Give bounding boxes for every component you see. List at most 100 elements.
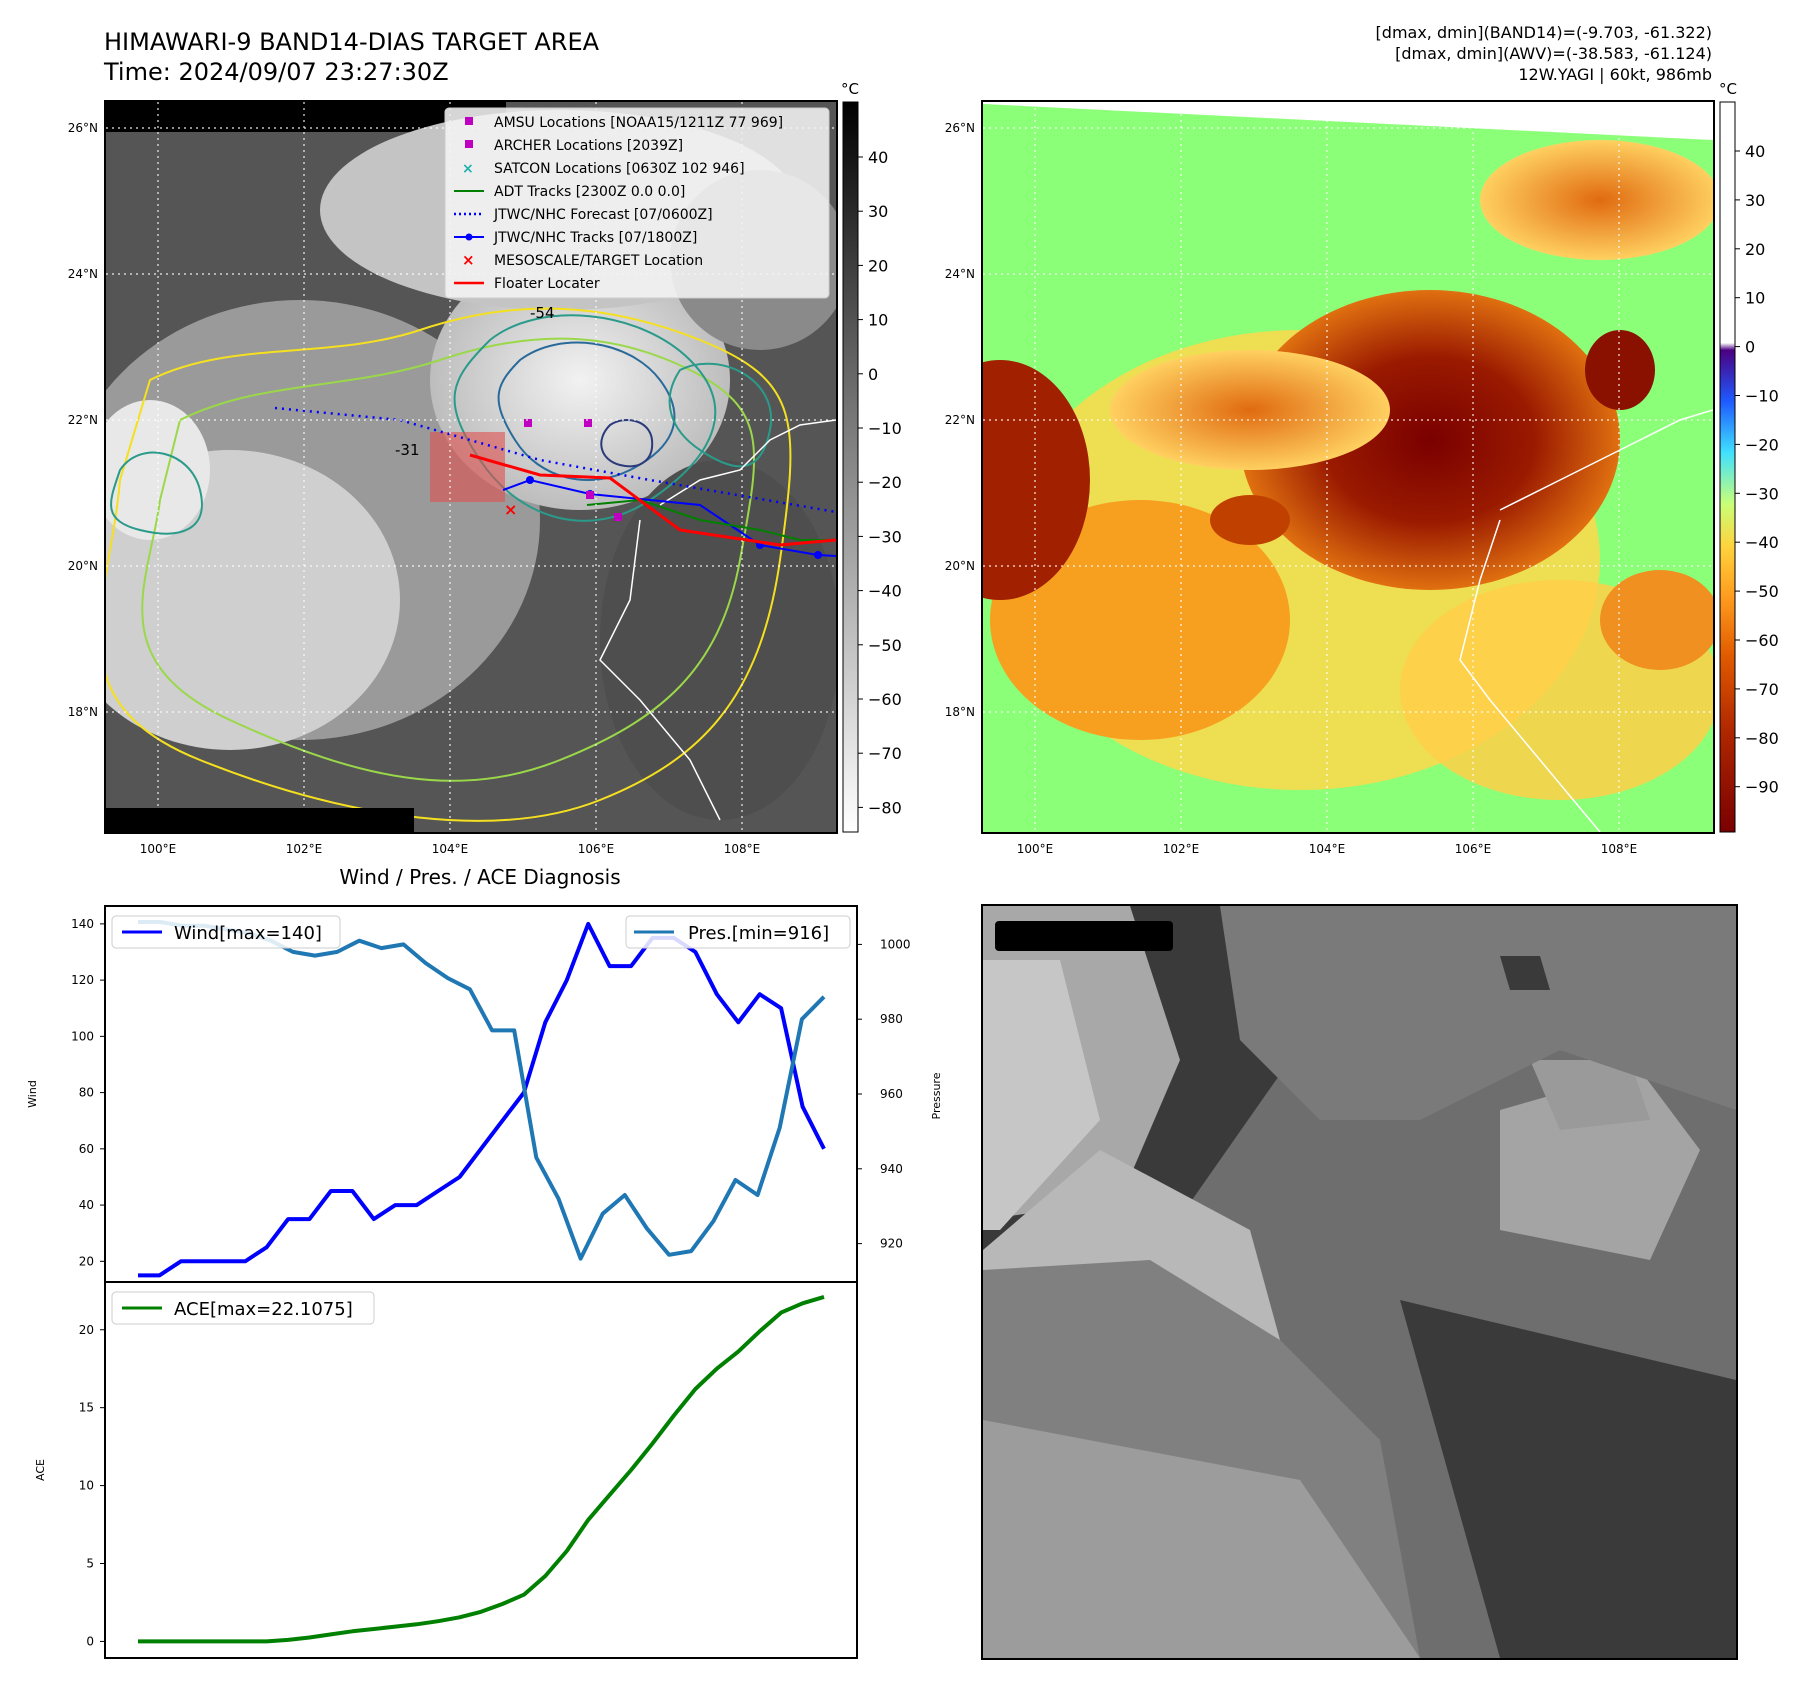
- awv-lat-20: 20°N: [945, 559, 975, 573]
- ace-series-line: [138, 1294, 825, 1644]
- ace-plot-area: [104, 1281, 858, 1659]
- ir-colorbar-label: 20: [868, 256, 888, 275]
- pressure-tick-label: 940: [880, 1162, 903, 1176]
- awv-colorbar-label: 20: [1745, 240, 1765, 259]
- awv-lon-108: 108°E: [1601, 842, 1638, 856]
- legend-forecast: JTWC/NHC Forecast [07/0600Z]: [493, 207, 713, 223]
- stats-line2: [dmax, dmin](AWV)=(-38.583, -61.124): [1395, 44, 1712, 63]
- awv-colorbar-label: 30: [1745, 191, 1765, 210]
- map-lat-26: 26°N: [68, 121, 98, 135]
- legend-archer: ARCHER Locations [2039Z]: [494, 138, 683, 154]
- awv-colorbar-label: −60: [1745, 631, 1779, 650]
- wind-tick-label: 140: [71, 917, 94, 931]
- ir-colorbar-label: −40: [868, 582, 902, 601]
- ace-series-group: [138, 1294, 825, 1644]
- ir-colorbar-label: 30: [868, 202, 888, 221]
- wind-axis-label: Wind: [26, 1080, 39, 1108]
- awv-map-frame: [981, 100, 1715, 834]
- wmg-badge: [995, 921, 1173, 951]
- wind-pres-plot-area: [104, 905, 858, 1283]
- ir-colorbar-label: −80: [868, 798, 902, 817]
- map-lon-104: 104°E: [432, 842, 469, 856]
- legend-target: MESOSCALE/TARGET Location: [494, 253, 703, 269]
- legend-satcon-marker: ×: [462, 161, 474, 177]
- ace-y-ticks: 0 5 10 15 20: [79, 1323, 106, 1648]
- ir-colorbar-label: −20: [868, 473, 902, 492]
- legend-amsu-marker: [465, 117, 473, 125]
- figure-title-line2: Time: 2024/09/07 23:27:30Z: [103, 58, 449, 86]
- ace-tick-label: 20: [79, 1323, 94, 1337]
- wind-tick-label: 80: [79, 1086, 94, 1100]
- awv-colorbar-label: −20: [1745, 435, 1779, 454]
- pressure-tick-label: 980: [880, 1012, 903, 1026]
- awv-map-panel: [983, 102, 1713, 832]
- awv-colorbar-ticks: 40 30 20 10 0 −10 −20 −30 −40 −50 −60 −70 −80 −90: [1735, 142, 1779, 797]
- legend-target-marker: ×: [462, 251, 475, 269]
- pressure-axis-label: Pressure: [930, 1072, 943, 1119]
- awv-lon-106: 106°E: [1455, 842, 1492, 856]
- pressure-y-ticks: 920 940 960 980 1000: [856, 937, 911, 1251]
- map-legend: AMSU Locations [NOAA15/1211Z 77 969] ARC…: [444, 107, 830, 299]
- wind-legend-label: Wind[max=140]: [174, 923, 322, 944]
- awv-lon-104: 104°E: [1309, 842, 1346, 856]
- wind-tick-label: 100: [71, 1029, 94, 1043]
- ir-colorbar-label: −30: [868, 527, 902, 546]
- awv-lat-24: 24°N: [945, 267, 975, 281]
- copyright-box: [106, 808, 414, 832]
- pressure-tick-label: 960: [880, 1087, 903, 1101]
- copyright-text: Copyright © 2020-2024 Dapiya: [110, 811, 389, 830]
- ace-legend-label: ACE[max=22.1075]: [174, 1299, 353, 1320]
- ace-tick-label: 5: [86, 1557, 94, 1571]
- ace-tick-label: 10: [79, 1479, 94, 1493]
- map-lon-102: 102°E: [286, 842, 323, 856]
- awv-lat-18: 18°N: [945, 705, 975, 719]
- wmg-badge-text: WMG Count: 0: [1002, 926, 1155, 948]
- awv-colorbar-label: −10: [1745, 387, 1779, 406]
- legend-satcon: SATCON Locations [0630Z 102 946]: [494, 161, 745, 177]
- ir-colorbar-label: −10: [868, 419, 902, 438]
- contour-label-31: -31: [395, 441, 420, 459]
- awv-colorbar-label: 40: [1745, 142, 1765, 161]
- map-lon-100: 100°E: [140, 842, 177, 856]
- ir-colorbar-ticks: 40 30 20 10 0 −10 −20 −30 −40 −50 −60 −70 −80: [858, 148, 902, 817]
- legend-floater: Floater Locater: [494, 276, 600, 292]
- legend-amsu: AMSU Locations [NOAA15/1211Z 77 969]: [494, 115, 783, 131]
- ace-axis-label: ACE: [34, 1459, 47, 1481]
- awv-colorbar-label: −70: [1745, 680, 1779, 699]
- awv-lon-102: 102°E: [1163, 842, 1200, 856]
- legend-adt: ADT Tracks [2300Z 0.0 0.0]: [494, 184, 685, 200]
- contour-label-54: -54: [530, 304, 555, 322]
- awv-colorbar-label: −40: [1745, 533, 1779, 552]
- awv-lat-26: 26°N: [945, 121, 975, 135]
- stats-line1: [dmax, dmin](BAND14)=(-9.703, -61.322): [1376, 23, 1712, 42]
- map-lon-108: 108°E: [724, 842, 761, 856]
- pressure-tick-label: 920: [880, 1237, 903, 1251]
- awv-colorbar: [1719, 101, 1736, 833]
- wind-y-ticks: 20 40 60 80 100 120 140: [71, 917, 106, 1268]
- legend-archer-marker: [465, 140, 473, 148]
- ir-colorbar-label: 10: [868, 311, 888, 330]
- stats-line3: 12W.YAGI | 60kt, 986mb: [1518, 65, 1712, 84]
- ace-tick-label: 0: [86, 1634, 94, 1648]
- map-lat-18: 18°N: [68, 705, 98, 719]
- wind-tick-label: 60: [79, 1142, 94, 1156]
- map-lat-22: 22°N: [68, 413, 98, 427]
- wind-tick-label: 120: [71, 973, 94, 987]
- map-lat-24: 24°N: [68, 267, 98, 281]
- wind-tick-label: 40: [79, 1198, 94, 1212]
- ace-legend: ACE[max=22.1075]: [111, 1291, 375, 1325]
- awv-colorbar-label: 10: [1745, 289, 1765, 308]
- wmg-frame: [981, 904, 1738, 1660]
- pressure-legend-label: Pres.[min=916]: [688, 923, 829, 944]
- ir-colorbar-label: 0: [868, 365, 878, 384]
- wind-tick-label: 20: [79, 1254, 94, 1268]
- ace-tick-label: 15: [79, 1401, 94, 1415]
- ir-colorbar: [842, 101, 859, 833]
- wind-series-line: [138, 921, 826, 1278]
- ir-colorbar-label: 40: [868, 148, 888, 167]
- legend-tracks: JTWC/NHC Tracks [07/1800Z]: [493, 230, 697, 246]
- ir-colorbar-label: −70: [868, 744, 902, 763]
- ir-map-frame: [104, 100, 838, 834]
- wind-legend: Wind[max=140]: [111, 915, 341, 949]
